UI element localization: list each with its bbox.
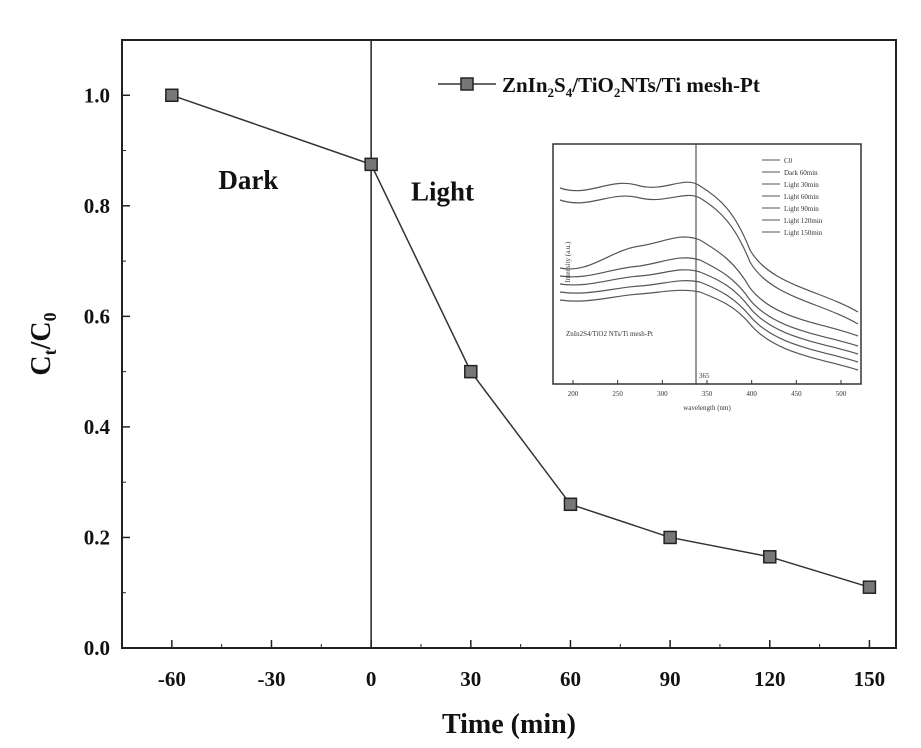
legend: ZnIn2S4/TiO2NTs/Ti mesh-Pt <box>438 73 760 100</box>
data-point <box>764 551 776 563</box>
inset-x-tick-label: 350 <box>702 390 713 398</box>
inset-x-tick-label: 400 <box>746 390 757 398</box>
inset-x-label: wavelength (nm) <box>683 404 731 412</box>
region-labels: Dark Light <box>218 165 474 206</box>
x-tick-label: 30 <box>460 667 481 691</box>
inset-x-tick-label: 500 <box>836 390 847 398</box>
x-tick-label: 0 <box>366 667 377 691</box>
x-axis-title: Time (min) <box>442 709 576 740</box>
inset-x-tick-label: 200 <box>568 390 579 398</box>
inset-x-tick-label: 250 <box>612 390 623 398</box>
x-tick-label: 90 <box>660 667 681 691</box>
inset-y-label: Intensity (a.u.) <box>564 241 572 283</box>
data-point <box>564 498 576 510</box>
inset-legend-label: Light 90min <box>784 205 819 213</box>
y-tick-label: 0.8 <box>84 194 110 218</box>
region-label: Light <box>411 176 474 206</box>
data-point <box>166 89 178 101</box>
inset-annotation: ZnIn2S4/TiO2 NTs/Ti mesh-Pt <box>566 330 653 338</box>
inset-x-tick-label: 450 <box>791 390 802 398</box>
legend-marker <box>461 78 473 90</box>
data-point <box>664 531 676 543</box>
region-label: Dark <box>218 165 278 195</box>
inset-divider-label: 365 <box>699 372 710 380</box>
y-tick-label: 0.0 <box>84 636 110 660</box>
y-tick-label: 0.2 <box>84 525 110 549</box>
x-tick-label: -60 <box>158 667 186 691</box>
inset-x-tick-label: 300 <box>657 390 668 398</box>
inset-legend-label: Light 60min <box>784 193 819 201</box>
y-ticks: 0.0 0.2 0.4 0.6 0.8 1.0 <box>84 83 130 660</box>
inset-legend-label: Light 30min <box>784 181 819 189</box>
inset-panel: C0 Dark 60min Light 30min Light 60min Light … <box>553 144 861 412</box>
inset-legend-label: Light 120min <box>784 217 823 225</box>
data-point <box>863 581 875 593</box>
data-point <box>465 366 477 378</box>
data-point <box>365 158 377 170</box>
x-tick-label: -30 <box>257 667 285 691</box>
x-tick-label: 120 <box>754 667 786 691</box>
x-tick-label: 60 <box>560 667 581 691</box>
inset-legend-label: Dark 60min <box>784 169 818 177</box>
y-axis-title: Ct/C0 <box>26 312 60 375</box>
legend-label: ZnIn2S4/TiO2NTs/Ti mesh-Pt <box>502 73 760 100</box>
inset-legend-label: Light 150min <box>784 229 823 237</box>
y-tick-label: 1.0 <box>84 83 110 107</box>
y-tick-label: 0.4 <box>84 415 111 439</box>
x-tick-label: 150 <box>854 667 886 691</box>
y-tick-label: 0.6 <box>84 304 110 328</box>
inset-legend-label: C0 <box>784 157 793 165</box>
